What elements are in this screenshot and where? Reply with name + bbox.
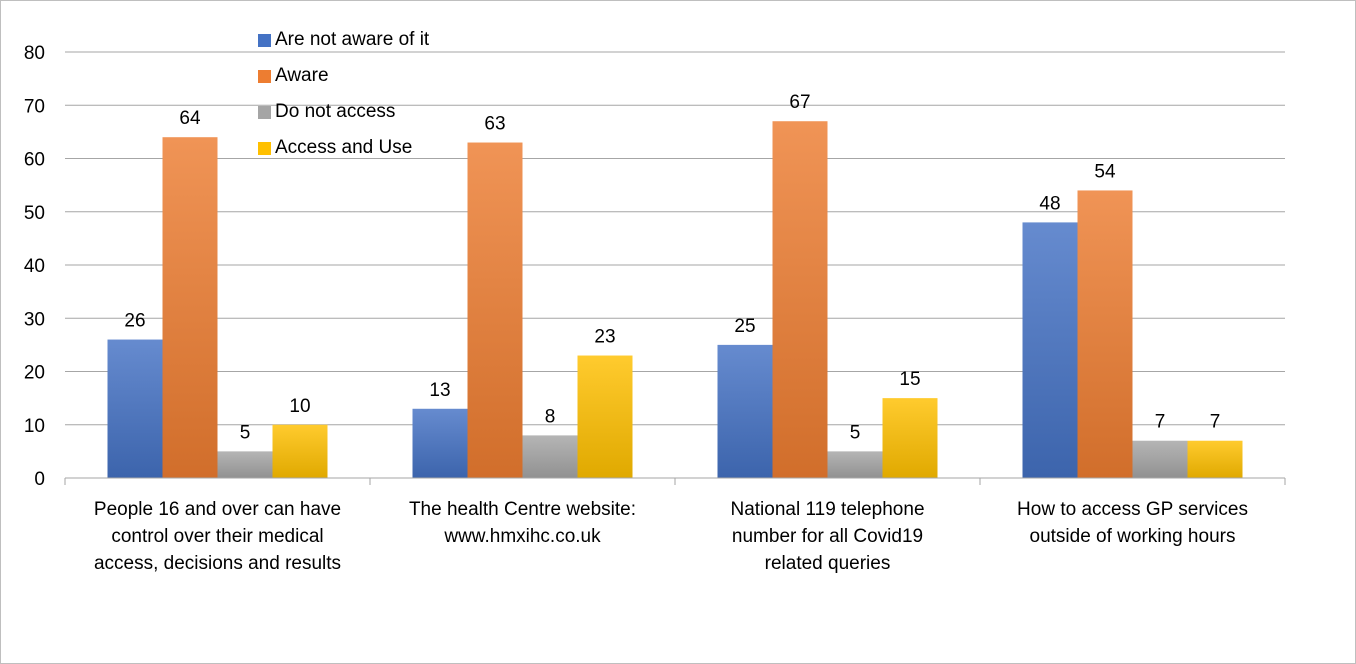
- data-label: 25: [734, 316, 755, 337]
- y-tick-label: 10: [24, 416, 45, 437]
- legend-item: Are not aware of it: [258, 28, 429, 52]
- bar: [717, 344, 773, 478]
- bars: [107, 121, 1243, 478]
- y-tick-label: 30: [24, 309, 45, 330]
- legend-label: Do not access: [275, 101, 396, 122]
- y-tick-label: 50: [24, 203, 45, 224]
- legend-label: Access and Use: [275, 137, 413, 158]
- y-tick-label: 80: [24, 43, 45, 64]
- legend-label: Are not aware of it: [275, 29, 430, 50]
- bar: [1132, 440, 1188, 478]
- data-label: 48: [1039, 193, 1060, 214]
- data-label: 67: [789, 92, 810, 113]
- bar: [162, 137, 218, 478]
- bar: [467, 142, 523, 478]
- legend-item: Do not access: [258, 100, 395, 124]
- x-category-label: The health Centre website: www.hmxihc.co…: [408, 499, 637, 547]
- bar: [217, 451, 273, 478]
- data-label: 8: [545, 406, 556, 427]
- x-category-label: How to access GP services outside of wor…: [1017, 499, 1248, 547]
- data-label: 23: [594, 327, 615, 348]
- x-axis: [64, 477, 1286, 485]
- data-labels: 26 64 5 10 13 63 8 23 25 67 5 15 48 54 7 7: [124, 92, 1220, 443]
- bar: [522, 435, 578, 478]
- legend-swatch: [258, 105, 271, 119]
- y-tick-label: 0: [34, 469, 45, 490]
- y-tick-label: 60: [24, 150, 45, 171]
- data-label: 15: [899, 369, 920, 390]
- y-tick-label: 20: [24, 363, 45, 384]
- y-tick-label: 70: [24, 96, 45, 117]
- legend-swatch: [258, 69, 271, 83]
- x-category-label: National 119 telephone number for all Co…: [730, 499, 925, 574]
- y-axis: 0 10 20 30 40 50 60 70 80: [24, 43, 45, 490]
- data-label: 13: [429, 380, 450, 401]
- bar: [107, 339, 163, 478]
- bar: [772, 121, 828, 478]
- legend-swatch: [258, 33, 271, 47]
- data-label: 63: [484, 114, 505, 135]
- x-category-label: People 16 and over can have control over…: [93, 499, 342, 574]
- bar: [272, 424, 328, 478]
- legend-label: Aware: [275, 65, 329, 86]
- bar: [412, 408, 468, 478]
- data-label: 7: [1155, 412, 1166, 433]
- data-label: 64: [179, 108, 201, 129]
- bar: [577, 355, 633, 478]
- data-label: 5: [240, 422, 251, 443]
- y-tick-label: 40: [24, 256, 45, 277]
- data-label: 26: [124, 311, 145, 332]
- data-label: 7: [1210, 412, 1221, 433]
- legend-item: Access and Use: [258, 136, 412, 160]
- bar: [882, 398, 938, 478]
- legend-swatch: [258, 141, 271, 155]
- data-label: 54: [1094, 161, 1116, 182]
- bar: [1187, 440, 1243, 478]
- data-label: 10: [289, 396, 310, 417]
- bar: [1077, 190, 1133, 478]
- legend-item: Aware: [258, 64, 329, 88]
- bar: [1022, 222, 1078, 478]
- bar: [827, 451, 883, 478]
- data-label: 5: [850, 422, 861, 443]
